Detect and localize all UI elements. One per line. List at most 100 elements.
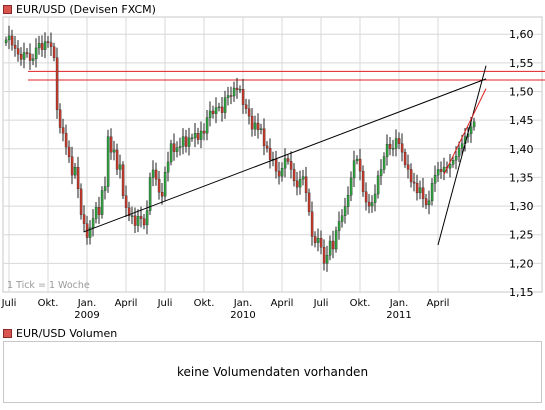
trendlines-layer bbox=[83, 65, 487, 246]
candle-down bbox=[319, 237, 323, 248]
y-tick-label: 1,50 bbox=[509, 85, 534, 98]
candle-down bbox=[388, 144, 392, 149]
candle-up bbox=[130, 215, 134, 217]
candle-up bbox=[343, 206, 347, 216]
no-volume-message: keine Volumendaten vorhanden bbox=[176, 365, 369, 379]
candle-down bbox=[52, 46, 56, 58]
candle-up bbox=[238, 89, 242, 91]
tick-note: 1 Tick = 1 Woche bbox=[7, 280, 90, 291]
candle-down bbox=[307, 192, 311, 212]
x-tick-label: Jan. bbox=[77, 298, 97, 309]
candle-down bbox=[133, 215, 137, 226]
candle-up bbox=[385, 144, 389, 157]
candle-down bbox=[304, 176, 308, 194]
candle-up bbox=[181, 136, 185, 147]
candle-down bbox=[229, 95, 233, 97]
x-tick-year: 2010 bbox=[230, 310, 255, 321]
candle-down bbox=[241, 89, 245, 105]
candle-down bbox=[268, 148, 272, 160]
candle-up bbox=[280, 168, 284, 177]
candle-down bbox=[244, 104, 248, 109]
candle-down bbox=[67, 146, 71, 157]
candle-down bbox=[121, 164, 125, 196]
candle-up bbox=[472, 121, 476, 128]
volume-title-text: EUR/USD Volumen bbox=[16, 327, 118, 340]
candle-up bbox=[349, 177, 353, 196]
support-uptrend bbox=[83, 78, 487, 233]
candle-up bbox=[205, 117, 209, 134]
candle-up bbox=[427, 200, 431, 206]
y-axis-labels: 1,60 1,55 1,50 1,45 1,40 1,35 1,30 1,25 1,20 1,15 bbox=[509, 28, 534, 299]
x-tick-label: Juli bbox=[157, 298, 173, 309]
candle-down bbox=[250, 115, 254, 130]
candle-up bbox=[106, 136, 110, 187]
candle-down bbox=[265, 145, 269, 149]
candle-up bbox=[325, 255, 329, 264]
candle-down bbox=[76, 166, 80, 190]
candle-up bbox=[100, 190, 104, 215]
candle-up bbox=[34, 47, 38, 59]
candle-up bbox=[334, 230, 338, 250]
x-tick-year: 2009 bbox=[74, 310, 99, 321]
candle-up bbox=[352, 160, 356, 179]
candle-down bbox=[13, 44, 17, 49]
candle-down bbox=[211, 110, 215, 114]
candle-up bbox=[37, 43, 41, 49]
candle-up bbox=[91, 218, 95, 228]
candle-up bbox=[217, 106, 221, 109]
candle-down bbox=[220, 106, 224, 113]
candle-up bbox=[442, 166, 446, 172]
candle-down bbox=[28, 53, 32, 61]
candle-up bbox=[73, 166, 77, 176]
x-tick-label: Okt. bbox=[38, 298, 59, 309]
candle-up bbox=[298, 178, 302, 188]
candle-down bbox=[361, 170, 365, 192]
x-tick-label: Juli bbox=[313, 298, 329, 309]
candle-down bbox=[364, 191, 368, 203]
candle-up bbox=[373, 193, 377, 203]
candle-down bbox=[127, 207, 131, 216]
candle-down bbox=[64, 133, 68, 148]
candle-down bbox=[49, 42, 53, 47]
candle-up bbox=[355, 158, 359, 161]
candle-up bbox=[469, 126, 473, 135]
y-tick-label: 1,30 bbox=[509, 200, 534, 213]
y-tick-label: 1,45 bbox=[509, 114, 534, 127]
candle-down bbox=[274, 158, 278, 172]
candle-down bbox=[16, 48, 20, 55]
candle-up bbox=[433, 174, 437, 184]
candle-up bbox=[337, 221, 341, 231]
candle-down bbox=[139, 216, 143, 219]
candle-up bbox=[214, 107, 218, 114]
candle-up bbox=[4, 39, 8, 43]
x-tick-label: April bbox=[115, 298, 138, 309]
candle-up bbox=[418, 187, 422, 194]
candle-up bbox=[43, 41, 47, 50]
candle-down bbox=[58, 109, 62, 128]
candle-up bbox=[436, 169, 440, 176]
candle-down bbox=[331, 240, 335, 250]
resistance-lines bbox=[28, 70, 545, 81]
candle-down bbox=[415, 182, 419, 194]
candle-up bbox=[112, 149, 116, 153]
candle-up bbox=[457, 148, 461, 157]
candle-up bbox=[394, 138, 398, 149]
candle-up bbox=[454, 156, 458, 161]
candle-up bbox=[259, 128, 263, 131]
candle-down bbox=[25, 52, 29, 54]
candle-down bbox=[184, 136, 188, 147]
candle-down bbox=[202, 130, 206, 134]
candle-up bbox=[163, 172, 167, 197]
y-tick-label: 1,35 bbox=[509, 171, 534, 184]
candle-up bbox=[31, 58, 35, 61]
candle-up bbox=[340, 215, 344, 222]
volume-panel-title: EUR/USD Volumen bbox=[3, 327, 117, 340]
candle-down bbox=[403, 152, 407, 165]
x-tick-label: Jan. bbox=[233, 298, 253, 309]
candle-up bbox=[187, 137, 191, 147]
candle-down bbox=[46, 41, 50, 43]
candle-down bbox=[313, 236, 317, 243]
candle-up bbox=[391, 148, 395, 150]
steep-uptrend-upper bbox=[443, 88, 487, 175]
